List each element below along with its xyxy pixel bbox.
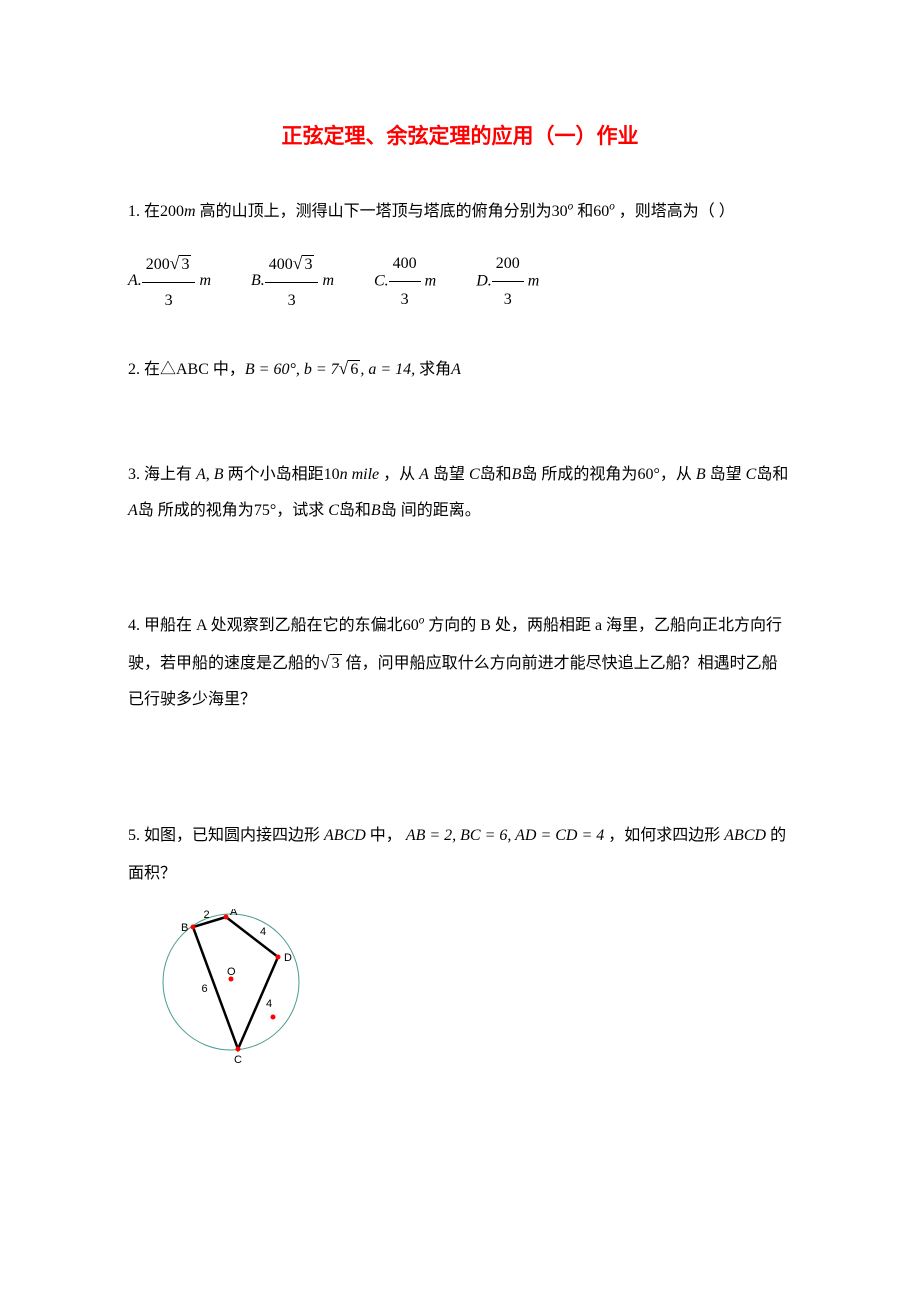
optA-den: 3 (142, 283, 196, 318)
optC-den: 3 (389, 282, 421, 317)
p3-c3: C (324, 502, 339, 519)
vertex-c (236, 1046, 241, 1051)
label-d: D (284, 952, 292, 964)
p3-dist: 10 (324, 466, 340, 483)
p3-dao3: 岛 (381, 502, 397, 519)
p2-eq2: , a = 14, (360, 361, 419, 378)
p4-ang: 60 (403, 617, 419, 634)
p3-mid1: 两个小岛相距 (224, 466, 324, 483)
side-ab: 2 (204, 909, 210, 921)
p2-var-a: A (451, 361, 461, 378)
p5-text: 5. 如图，已知圆内接四边形 ABCD 中， AB = 2, BC = 6, A… (128, 817, 792, 894)
p3-mid2: ，从 (379, 466, 419, 483)
p2-suffix: 求角 (419, 361, 451, 378)
p2-prefix: 2. 在△ABC 中， (128, 361, 245, 378)
extra-point (271, 1014, 276, 1019)
p5-abcd1: ABCD (320, 827, 366, 844)
p3-prefix: 3. 海上有 (128, 466, 196, 483)
p3-b2: B (696, 466, 706, 483)
optB-den: 3 (265, 283, 319, 318)
p5-mid2: ，如何求四边形 (604, 827, 720, 844)
p3-suffix: 间的距离。 (397, 502, 481, 519)
p3-unit: n mile (340, 466, 380, 483)
p5-prefix: 5. 如图，已知圆内接四边形 (128, 827, 320, 844)
optD-unit: m (528, 272, 540, 289)
p2-sqrt: 6 (348, 360, 360, 378)
p3-mid8: ，试求 (276, 502, 324, 519)
p1-options: A.20033 m B.40033 m C.4003 m D.2003 m (128, 244, 792, 319)
option-c: C.4003 m (374, 246, 436, 317)
p3-mid4: 所成的视角为 (537, 466, 637, 483)
p1-ang1: 30 (552, 203, 568, 220)
cyclic-quad-diagram: A B C D O 2 4 6 4 (138, 909, 792, 1087)
p3-ang2: 75° (254, 502, 276, 519)
optB-label: B. (251, 272, 265, 289)
problem-5: 5. 如图，已知圆内接四边形 ABCD 中， AB = 2, BC = 6, A… (128, 817, 792, 1087)
diagram-svg: A B C D O 2 4 6 4 (138, 909, 318, 1074)
option-d: D.2003 m (476, 246, 539, 317)
p5-eq: AB = 2, BC = 6, AD = CD = 4 (402, 827, 604, 844)
p4-sqrt: 3 (330, 654, 342, 672)
optA-sqrt: 3 (179, 255, 191, 273)
p3-ab: A, B (196, 466, 224, 483)
p1-and: 和 (573, 203, 593, 220)
label-a: A (230, 909, 238, 918)
p3-b3: B (371, 502, 381, 519)
side-cd: 4 (266, 998, 272, 1010)
optB-unit: m (322, 272, 334, 289)
p3-dao2: 岛 (138, 502, 154, 519)
p3-ang1: 60° (637, 466, 659, 483)
p3-dao1: 岛 (521, 466, 537, 483)
option-a: A.200 3 3 m (128, 244, 211, 319)
optB-sqrt: 3 (302, 255, 314, 273)
optD-label: D. (476, 272, 492, 289)
p3-b1: B (512, 466, 522, 483)
p3-mid5: ，从 (660, 466, 696, 483)
problem-1: 1. 在200m 高的山顶上，测得山下一塔顶与塔底的俯角分别为30o 和60o … (128, 194, 792, 319)
p3-mid3: 岛望 (429, 466, 465, 483)
optA-num: 200 (146, 256, 170, 273)
p2-eq1: B = 60°, b = 7 (245, 361, 339, 378)
p3-he2: 岛和 (756, 466, 788, 483)
p3-he3: 岛和 (339, 502, 371, 519)
side-ad: 4 (260, 926, 266, 938)
vertex-b (191, 924, 196, 929)
p5-abcd2: ABCD (720, 827, 766, 844)
optC-label: C. (374, 272, 389, 289)
problem-4: 4. 甲船在 A 处观察到乙船在它的东偏北60o 方向的 B 处，两船相距 a … (128, 608, 792, 717)
label-b: B (181, 922, 188, 934)
p3-c2: C (742, 466, 757, 483)
p3-mid6: 岛望 (706, 466, 742, 483)
p1-prefix: 1. 在 (128, 203, 160, 220)
problem-3: 3. 海上有 A, B 两个小岛相距10n mile ，从 A 岛望 C岛和B岛… (128, 457, 792, 527)
problem-2: 2. 在△ABC 中，B = 60°, b = 7 6, a = 14, 求角A (128, 349, 792, 388)
page-title: 正弦定理、余弦定理的应用（一）作业 (128, 120, 792, 154)
label-o: O (227, 966, 236, 978)
optA-unit: m (199, 272, 211, 289)
p1-ang2: 60 (593, 203, 609, 220)
label-c: C (234, 1054, 242, 1066)
side-bc: 6 (202, 983, 208, 995)
p3-a2: A (128, 502, 138, 519)
p1-mid1: 高的山顶上，测得山下一塔顶与塔底的俯角分别为 (196, 203, 552, 220)
option-b: B.400 3 3 m (251, 244, 334, 319)
optB-num: 400 (269, 256, 293, 273)
p4-prefix: 4. 甲船在 A 处观察到乙船在它的东偏北 (128, 617, 403, 634)
p3-he1: 岛和 (480, 466, 512, 483)
p1-suffix: ，则塔高为（ ） (615, 203, 735, 220)
optD-num: 200 (492, 246, 524, 282)
optA-label: A. (128, 272, 142, 289)
p1-val1: 200 (160, 203, 184, 220)
p3-mid7: 所成的视角为 (154, 502, 254, 519)
p5-mid1: 中， (366, 827, 402, 844)
p1-text: 1. 在200m 高的山顶上，测得山下一塔顶与塔底的俯角分别为30o 和60o … (128, 203, 735, 220)
p3-a: A (419, 466, 429, 483)
vertex-a (224, 914, 229, 919)
optD-den: 3 (492, 282, 524, 317)
vertex-d (276, 954, 281, 959)
optC-num: 400 (389, 246, 421, 282)
p1-unit1: m (184, 203, 196, 220)
optC-unit: m (425, 272, 437, 289)
p3-c: C (465, 466, 480, 483)
